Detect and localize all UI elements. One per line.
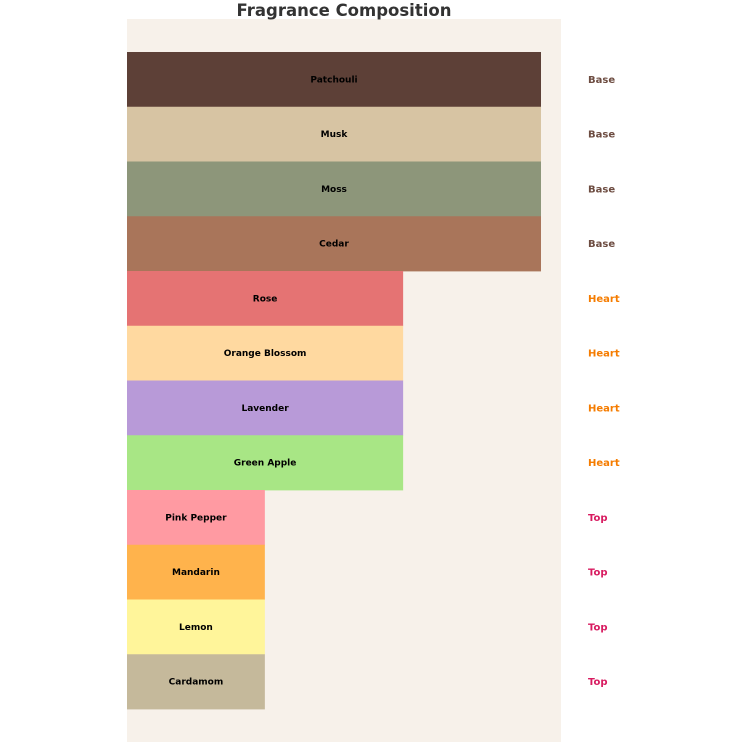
bar-moss	[127, 161, 541, 217]
bar-pink-pepper	[127, 490, 265, 546]
bar-cardamom	[127, 654, 265, 710]
tier-label-patchouli: Base	[588, 75, 615, 86]
bar-orange-blossom	[127, 325, 404, 381]
bar-musk	[127, 106, 541, 162]
bar-mandarin	[127, 544, 265, 600]
tier-label-pink-pepper: Top	[588, 513, 608, 524]
tier-label-lemon: Top	[588, 622, 608, 633]
tier-label-orange-blossom: Heart	[588, 349, 620, 360]
tier-label-musk: Base	[588, 130, 615, 141]
tier-label-moss: Base	[588, 184, 615, 195]
tier-label-rose: Heart	[588, 294, 620, 305]
bars-group	[127, 52, 541, 710]
bar-label-lavender: Lavender	[241, 404, 289, 414]
bar-label-rose: Rose	[253, 294, 278, 304]
bar-label-patchouli: Patchouli	[310, 75, 357, 85]
tier-label-cardamom: Top	[588, 677, 608, 688]
bar-label-musk: Musk	[321, 130, 349, 140]
bar-label-lemon: Lemon	[179, 623, 213, 633]
bar-lavender	[127, 380, 404, 436]
bar-label-cedar: Cedar	[319, 240, 349, 250]
bar-label-orange-blossom: Orange Blossom	[224, 349, 307, 359]
tier-label-mandarin: Top	[588, 568, 608, 579]
tier-label-green-apple: Heart	[588, 458, 620, 469]
bar-label-green-apple: Green Apple	[234, 459, 297, 469]
bar-cedar	[127, 216, 541, 272]
bar-labels-group: Patchouli Musk Moss Cedar Rose Orange Blossom…	[165, 75, 357, 687]
bar-label-mandarin: Mandarin	[172, 568, 220, 578]
bar-label-cardamom: Cardamom	[169, 678, 224, 688]
tier-label-cedar: Base	[588, 239, 615, 250]
tier-label-lavender: Heart	[588, 403, 620, 414]
bar-green-apple	[127, 435, 404, 491]
bar-lemon	[127, 599, 265, 655]
bar-label-pink-pepper: Pink Pepper	[165, 513, 227, 523]
bar-rose	[127, 271, 404, 327]
tier-labels-group: Base Base Base Base Heart Heart Heart Heart Top T…	[588, 75, 620, 688]
bar-label-moss: Moss	[321, 185, 347, 195]
chart-title: Fragrance Composition	[237, 1, 452, 20]
bar-patchouli	[127, 52, 541, 108]
